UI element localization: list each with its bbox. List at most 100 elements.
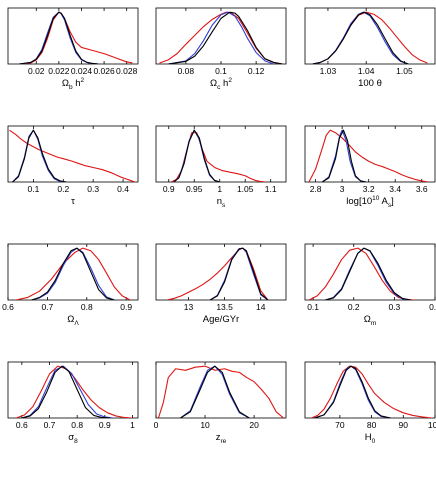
series-line-red	[15, 247, 131, 300]
x-tick-label: 3.4	[389, 184, 401, 194]
panel-omega_m: 0.1 0.2 0.3 0.4 Ωm	[304, 243, 436, 327]
x-tick-label: 13	[184, 302, 194, 312]
x-tick-label: 0.6	[2, 302, 14, 312]
x-axis-label: H0	[365, 432, 376, 445]
plot-frame	[7, 7, 139, 65]
x-tick-label: 0.3	[87, 184, 99, 194]
x-tick-label: 20	[249, 420, 259, 430]
series-line-blue	[31, 247, 115, 300]
series-line-blue	[21, 365, 114, 418]
series-line-black	[173, 129, 220, 182]
plot-frame	[155, 7, 287, 65]
x-tick-label: 0.022	[48, 66, 70, 76]
plot-frame	[155, 361, 287, 419]
x-tick-label: 0.028	[116, 66, 138, 76]
series-line-black	[314, 365, 391, 418]
series-line-black	[325, 247, 411, 300]
panel-theta: 1.03 1.04 1.05 100 θ	[304, 7, 436, 89]
x-tick-label: 13.5	[216, 302, 233, 312]
x-axis-label: τ	[71, 196, 75, 207]
x-tick-label: 80	[367, 420, 377, 430]
panel-omega_b: 0.02 0.022 0.024 0.026 0.028 Ωb h2	[7, 7, 139, 91]
series-line-black	[12, 129, 67, 182]
panel-omega_c: 0.08 0.1 0.12 Ωc h2	[155, 7, 287, 91]
x-tick-label: 0.4	[117, 184, 129, 194]
series-line-red	[19, 11, 133, 64]
plot-frame	[7, 243, 139, 301]
series-line-red	[9, 129, 136, 182]
x-tick-label: 0.1	[215, 66, 227, 76]
panel-tau: 0.1 0.2 0.3 0.4 τ	[7, 125, 139, 207]
x-tick-label: 0.6	[16, 420, 28, 430]
series-line-black	[31, 247, 115, 300]
series-line-blue	[312, 11, 409, 64]
series-line-black	[209, 247, 269, 300]
plot-frame	[304, 243, 436, 301]
x-tick-label: 0.9	[99, 420, 111, 430]
x-tick-label: 3.2	[363, 184, 375, 194]
x-axis-label: zre	[216, 432, 227, 445]
x-tick-label: 1	[217, 184, 222, 194]
x-tick-label: 0	[154, 420, 159, 430]
x-tick-label: 0.4	[429, 302, 436, 312]
x-tick-label: 0.95	[186, 184, 203, 194]
series-line-black	[321, 129, 367, 182]
series-line-blue	[321, 129, 367, 182]
x-tick-label: 0.024	[71, 66, 93, 76]
x-tick-label: 3	[340, 184, 345, 194]
x-tick-label: 1.1	[265, 184, 277, 194]
plot-frame	[304, 361, 436, 419]
x-tick-label: 0.2	[348, 302, 360, 312]
series-line-blue	[12, 129, 67, 182]
panel-ns: 0.9 0.95 1 1.05 1.1 ns	[155, 125, 287, 209]
panel-zre: 0 10 20 zre	[154, 361, 287, 445]
series-line-red	[308, 247, 415, 300]
x-tick-label: 0.7	[44, 420, 56, 430]
series-line-black	[19, 11, 99, 64]
x-tick-label: 10	[200, 420, 210, 430]
x-tick-label: 0.1	[27, 184, 39, 194]
x-tick-label: 0.02	[28, 66, 45, 76]
x-tick-label: 1.05	[237, 184, 254, 194]
series-line-black	[168, 11, 283, 64]
x-axis-label: Ωc h2	[210, 77, 232, 91]
x-tick-label: 0.9	[120, 302, 132, 312]
series-line-red	[16, 365, 133, 418]
x-tick-label: 0.026	[93, 66, 115, 76]
x-tick-label: 70	[335, 420, 345, 430]
x-tick-label: 0.2	[57, 184, 69, 194]
x-tick-label: 1.05	[396, 66, 413, 76]
series-line-red	[308, 129, 429, 182]
plot-frame	[304, 125, 436, 183]
series-line-red	[166, 247, 269, 300]
x-tick-label: 0.12	[248, 66, 265, 76]
series-line-black	[180, 365, 250, 418]
x-axis-label: log[1010 As]	[346, 195, 393, 209]
x-axis-label: Age/GYr	[203, 314, 239, 325]
plot-frame	[304, 7, 436, 65]
series-line-black	[312, 11, 409, 64]
series-line-blue	[168, 11, 274, 64]
series-line-blue	[314, 365, 391, 418]
x-tick-label: 0.08	[178, 66, 195, 76]
plot-frame	[155, 125, 287, 183]
x-axis-label: Ωb h2	[62, 77, 85, 91]
x-axis-label: ΩΛ	[67, 314, 79, 327]
x-tick-label: 100	[428, 420, 436, 430]
x-tick-label: 0.9	[163, 184, 175, 194]
x-axis-label: σ8	[68, 432, 78, 445]
panel-omega_l: 0.6 0.7 0.8 0.9 ΩΛ	[2, 243, 139, 327]
x-tick-label: 0.3	[388, 302, 400, 312]
x-tick-label: 0.8	[81, 302, 93, 312]
x-tick-label: 2.8	[310, 184, 322, 194]
x-tick-label: 14	[256, 302, 266, 312]
x-tick-label: 0.7	[41, 302, 53, 312]
plot-frame	[7, 361, 139, 419]
x-tick-label: 0.8	[71, 420, 83, 430]
x-axis-label: ns	[217, 196, 226, 209]
series-line-red	[159, 11, 283, 64]
x-axis-label: Ωm	[364, 314, 377, 327]
series-line-red	[311, 365, 432, 418]
panel-age: 13 13.5 14 Age/GYr	[155, 243, 287, 325]
